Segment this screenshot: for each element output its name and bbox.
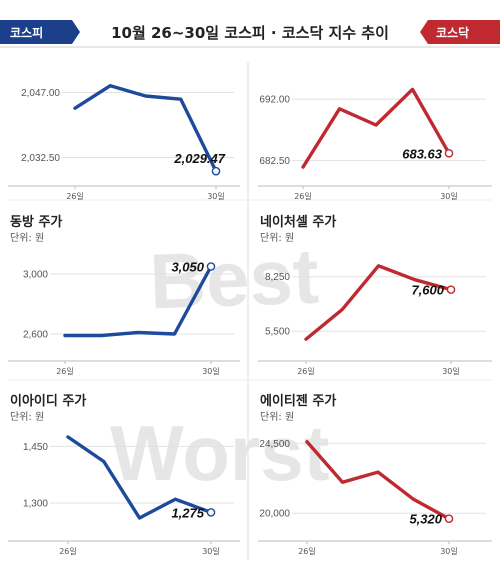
atgen-last-value-label: 5,320	[409, 512, 442, 527]
dongbang-unit-label: 단위: 원	[10, 231, 44, 244]
kospi-tag: 코스피	[0, 20, 80, 44]
watermark-worst: Worst	[110, 409, 330, 497]
eid-panel-title: 이아이디 주가	[10, 393, 86, 409]
naturecell-panel-title: 네이처셀 주가	[260, 214, 336, 230]
dongbang-x-tick-label: 26일	[56, 367, 74, 376]
kospi-y-tick-label: 2,047.00	[21, 88, 60, 99]
kosdaq-last-value-label: 683.63	[402, 146, 443, 161]
kospi-index-panel: 2,032.50 2,047.00 26일 30일 2,029.47	[8, 83, 240, 201]
eid-y-tick-label: 1,450	[23, 442, 48, 453]
kosdaq-index-panel: 682.50 692.00 26일 30일 683.63	[258, 87, 492, 201]
kospi-x-tick-label: 26일	[66, 192, 84, 201]
kosdaq-x-tick-label: 30일	[440, 192, 458, 201]
dongbang-last-value-label: 3,050	[171, 260, 204, 275]
atgen-last-point	[444, 514, 454, 523]
header: 코스피 코스닥 10월 26~30일 코스피 · 코스닥 지수 추이	[0, 16, 500, 48]
atgen-y-tick-label: 20,000	[259, 509, 290, 520]
kospi-last-point	[211, 166, 221, 176]
eid-series-line	[66, 435, 213, 520]
chart-title: 10월 26~30일 코스피 · 코스닥 지수 추이	[111, 24, 389, 42]
eid-x-tick-label: 26일	[59, 547, 77, 556]
atgen-x-tick-label: 30일	[440, 547, 458, 556]
atgen-x-tick-label: 26일	[298, 547, 316, 556]
kosdaq-x-tick-label: 26일	[294, 192, 312, 201]
eid-unit-label: 단위: 원	[10, 410, 44, 423]
dongbang-y-tick-label: 2,600	[23, 330, 48, 341]
eid-last-point	[206, 508, 216, 517]
kospi-x-tick-label: 30일	[207, 192, 225, 201]
kosdaq-y-tick-label: 682.50	[259, 156, 290, 167]
kosdaq-last-point	[444, 148, 454, 158]
dongbang-last-point	[206, 262, 216, 271]
kospi-last-value-label: 2,029.47	[173, 151, 225, 166]
naturecell-x-tick-label: 30일	[442, 367, 460, 376]
kosdaq-y-tick-label: 692.00	[259, 95, 290, 106]
dongbang-panel-title: 동방 주가	[10, 214, 62, 230]
naturecell-unit-label: 단위: 원	[260, 231, 294, 244]
naturecell-last-point	[446, 285, 456, 294]
kospi-y-tick-label: 2,032.50	[21, 153, 60, 164]
naturecell-series-line	[304, 264, 453, 341]
atgen-y-tick-label: 24,500	[259, 439, 290, 450]
atgen-series-line	[305, 440, 451, 521]
eid-x-tick-label: 30일	[202, 547, 220, 556]
eid-last-value-label: 1,275	[171, 505, 204, 520]
naturecell-last-value-label: 7,600	[411, 283, 444, 298]
eid-y-tick-label: 1,300	[23, 498, 48, 509]
naturecell-y-tick-label: 5,500	[265, 327, 290, 338]
naturecell-y-tick-label: 8,250	[265, 272, 290, 283]
dongbang-y-tick-label: 3,000	[23, 270, 48, 281]
naturecell-x-tick-label: 26일	[297, 367, 315, 376]
dongbang-x-tick-label: 30일	[202, 367, 220, 376]
kospi-tag-label: 코스피	[10, 25, 43, 40]
atgen-unit-label: 단위: 원	[260, 410, 294, 423]
kospi-series-line	[73, 83, 218, 173]
header-bar	[0, 16, 500, 46]
kosdaq-tag: 코스닥	[420, 20, 500, 44]
kosdaq-tag-label: 코스닥	[436, 25, 469, 40]
atgen-panel-title: 에이티젠 주가	[260, 393, 336, 409]
watermark-best: Best	[148, 232, 320, 326]
